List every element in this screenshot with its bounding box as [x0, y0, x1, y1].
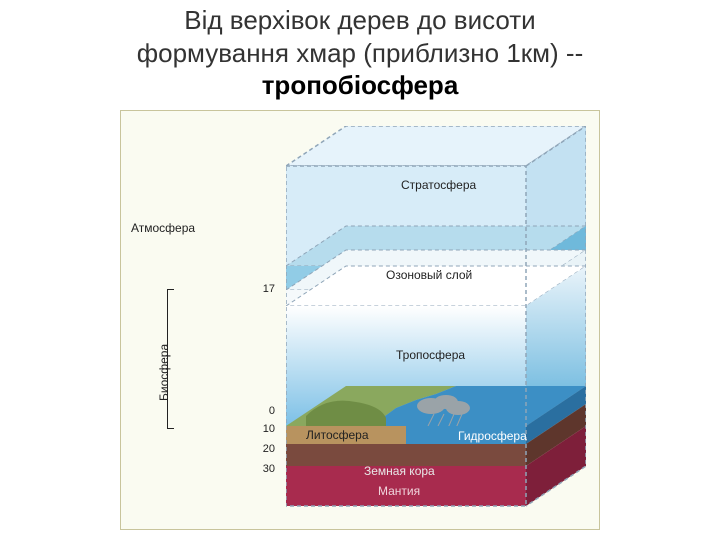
tick-30: 30: [249, 463, 275, 475]
tick-17: 17: [249, 283, 275, 295]
crust-label: Земная кора: [364, 464, 435, 478]
title-line1: Від верхівок дерев до висоти: [184, 5, 535, 35]
tick-0: 0: [249, 405, 275, 417]
mantle-label: Мантия: [378, 484, 420, 498]
title-bold: тропобіосфера: [262, 70, 459, 100]
tick-20: 20: [249, 443, 275, 455]
biosphere-label: Биосфера: [157, 343, 171, 400]
earth-layers-diagram: Атмосфера Биосфера 17 0 10 20 30: [120, 110, 600, 530]
hydrosphere-label: Гидросфера: [458, 429, 527, 443]
stratosphere-label: Стратосфера: [401, 178, 476, 192]
title-line2: формування хмар (приблизно 1км) --: [137, 38, 584, 68]
troposphere-label: Тропосфера: [396, 348, 465, 362]
lithosphere-label: Литосфера: [306, 428, 369, 442]
atmosphere-label: Атмосфера: [131, 221, 195, 235]
layers-cube: Стратосфера Озоновый слой Тропосфера Лит…: [286, 126, 586, 516]
tick-10: 10: [249, 423, 275, 435]
page-title: Від верхівок дерев до висоти формування …: [0, 0, 720, 102]
ozone-label: Озоновый слой: [386, 268, 472, 282]
